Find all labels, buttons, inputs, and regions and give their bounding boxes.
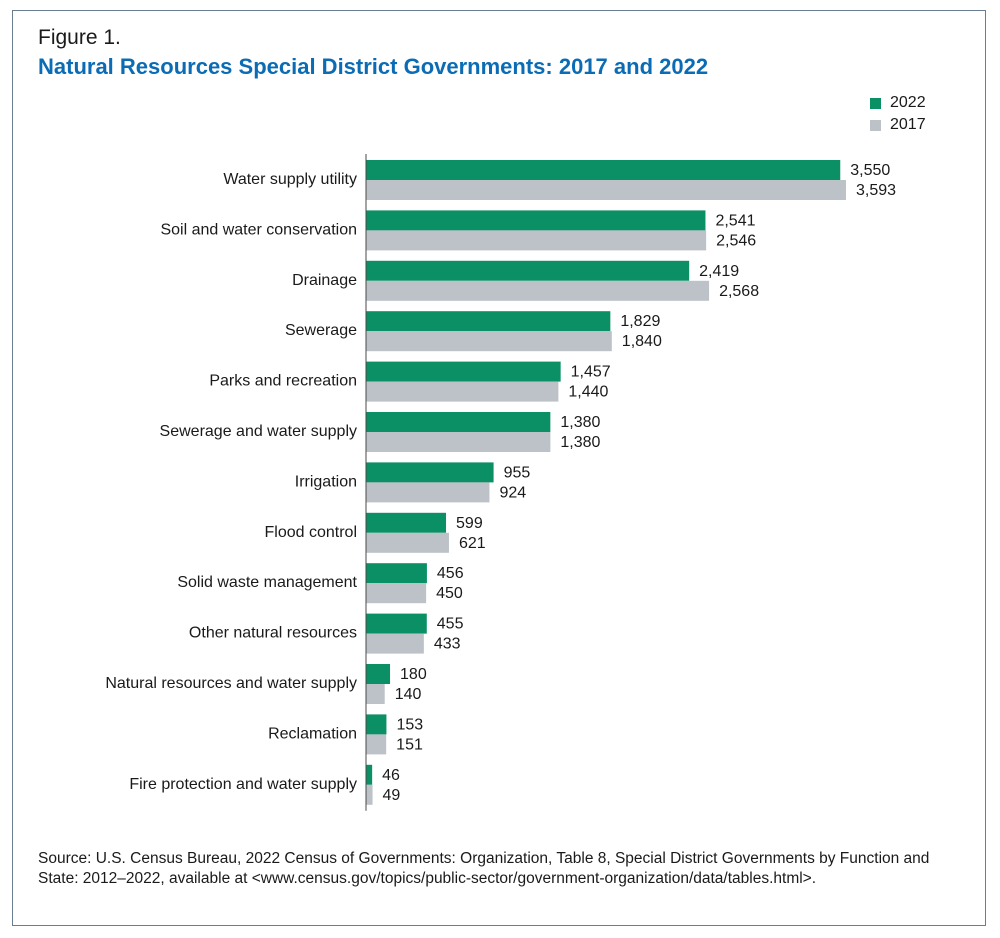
legend-label-2017: 2017 [890,116,926,133]
category-label: Sewerage and water supply [160,423,357,440]
legend-item-2022: 2022 [870,92,926,114]
category-label: Drainage [292,272,357,289]
bar-2017 [366,734,387,755]
category-label: Reclamation [268,725,357,742]
bar-2022 [366,664,391,684]
chart-legend: 2022 2017 [870,92,926,136]
data-label-2022: 153 [396,716,423,733]
bar-2017 [366,331,612,352]
data-label-2022: 2,541 [715,212,755,229]
bar-2017 [366,230,707,251]
category-label: Flood control [265,524,358,541]
bar-2017 [366,381,559,402]
bar-2022 [366,260,690,281]
data-label-2017: 140 [395,686,422,703]
bar-2017 [366,532,449,553]
data-label-2017: 49 [383,787,401,804]
chart-title: Natural Resources Special District Gover… [38,54,709,79]
data-label-2022: 1,829 [620,313,660,330]
bar-2022 [366,512,447,533]
data-label-2022: 955 [504,464,531,481]
source-note: Source: U.S. Census Bureau, 2022 Census … [38,850,930,887]
category-label: Solid waste management [177,574,357,591]
data-label-2017: 924 [499,484,526,501]
legend-swatch-2022 [870,97,881,109]
category-label: Irrigation [295,473,357,490]
data-label-2022: 46 [382,767,400,784]
data-label-2022: 3,550 [850,162,890,179]
data-label-2022: 180 [400,666,427,683]
data-label-2017: 1,440 [568,384,608,401]
legend-label-2022: 2022 [890,94,926,111]
category-label: Other natural resources [189,625,357,642]
bar-2017 [366,784,373,805]
data-label-2022: 1,380 [560,414,600,431]
bar-2017 [366,684,385,704]
bar-2022 [366,462,494,483]
bar-2017 [366,432,551,452]
category-label: Parks and recreation [209,373,357,390]
bar-2017 [366,180,846,200]
data-label-2017: 3,593 [856,182,896,199]
legend-item-2017: 2017 [870,114,926,136]
data-label-2017: 433 [434,636,461,653]
bar-2022 [366,160,841,180]
figure-frame [12,10,986,926]
category-label: Soil and water conservation [160,221,357,238]
bar-2017 [366,583,427,604]
data-label-2022: 1,457 [571,364,611,381]
bar-2022 [366,412,551,432]
data-label-2022: 599 [456,515,483,532]
bar-2022 [366,311,611,332]
bar-2017 [366,633,424,654]
legend-swatch-2017 [870,119,881,131]
figure-label: Figure 1. [38,26,121,49]
data-label-2017: 621 [459,535,486,552]
category-label: Fire protection and water supply [129,776,357,793]
category-label: Water supply utility [223,171,357,188]
data-label-2022: 2,419 [699,263,739,280]
data-label-2022: 455 [437,616,464,633]
data-label-2022: 456 [437,565,464,582]
bar-2022 [366,613,427,634]
bar-2022 [366,361,561,382]
data-label-2017: 151 [396,736,423,753]
category-label: Natural resources and water supply [105,675,357,692]
bar-2022 [366,210,706,231]
data-label-2017: 1,380 [560,434,600,451]
bar-2017 [366,280,710,301]
data-label-2017: 2,546 [716,232,756,249]
bar-2022 [366,714,387,735]
data-label-2017: 1,840 [622,333,662,350]
bar-2017 [366,482,490,503]
category-label: Sewerage [285,322,357,339]
data-label-2017: 2,568 [719,283,759,300]
data-label-2017: 450 [436,585,463,602]
bar-2022 [366,764,373,785]
bar-2022 [366,563,427,584]
